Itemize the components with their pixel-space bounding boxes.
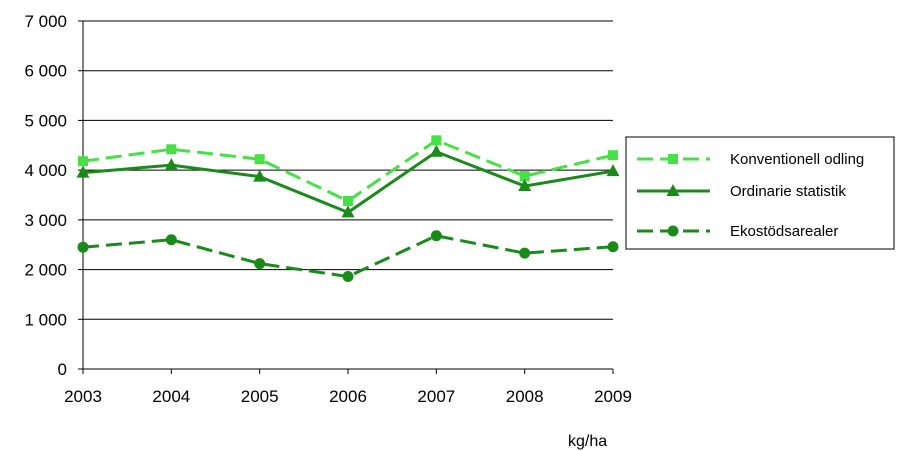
y-tick-label: 6 000	[24, 62, 67, 81]
data-point	[518, 179, 532, 192]
data-point	[76, 165, 90, 178]
legend-label: Konventionell odling	[730, 151, 864, 168]
data-point	[77, 241, 89, 253]
data-point	[341, 205, 355, 218]
y-tick-label: 3 000	[24, 211, 67, 230]
legend-marker	[666, 184, 680, 196]
legend: Konventionell odling Ordinarie statistik E…	[625, 136, 895, 250]
y-tick-label: 4 000	[24, 161, 67, 180]
data-point	[166, 144, 177, 155]
y-tick-label: 5 000	[24, 111, 67, 130]
legend-label: Ekostödsarealer	[730, 223, 838, 240]
legend-label: Ordinarie statistik	[730, 183, 846, 200]
series-2	[76, 144, 620, 218]
x-tick-label: 2005	[241, 387, 279, 406]
legend-marker	[667, 225, 679, 237]
x-tick-label: 2006	[329, 387, 367, 406]
data-point	[164, 158, 178, 171]
legend-marker	[668, 154, 678, 164]
data-point	[254, 154, 265, 165]
legend-item: Ekostödsarealer	[637, 223, 838, 240]
x-tick-label: 2009	[594, 387, 632, 406]
unit-note: kg/ha	[568, 433, 607, 450]
series-layer	[76, 135, 620, 283]
data-point	[607, 241, 619, 253]
data-point	[519, 171, 530, 182]
series-line	[82, 234, 614, 279]
data-point	[78, 156, 88, 167]
data-point	[430, 230, 442, 242]
x-axis-ticks: 2003 2004 2005 2006 2007 2008 2009	[64, 369, 632, 406]
legend-item: Konventionell odling	[637, 151, 864, 168]
y-tick-label: 2 000	[24, 261, 67, 280]
data-point	[606, 164, 620, 177]
data-point	[431, 135, 442, 146]
legend-item: Ordinarie statistik	[637, 183, 846, 200]
data-point	[165, 234, 177, 246]
series-1	[78, 135, 618, 206]
series-3	[77, 230, 619, 283]
data-point	[343, 195, 353, 206]
y-axis-ticks: 0 1 000 2 000 3 000 4 000 5 000 6 000 7 000	[24, 12, 83, 379]
y-tick-label: 1 000	[24, 310, 67, 329]
axes	[82, 21, 613, 370]
y-tick-label: 0	[58, 360, 67, 379]
data-point	[253, 169, 267, 182]
data-point	[429, 144, 443, 157]
x-tick-label: 2008	[506, 387, 544, 406]
data-point	[342, 271, 354, 283]
data-point	[608, 150, 618, 161]
data-point	[519, 247, 531, 259]
x-tick-label: 2007	[417, 387, 455, 406]
data-point	[254, 258, 266, 270]
x-tick-label: 2004	[152, 387, 190, 406]
x-tick-label: 2003	[64, 387, 102, 406]
y-tick-label: 7 000	[24, 12, 67, 31]
